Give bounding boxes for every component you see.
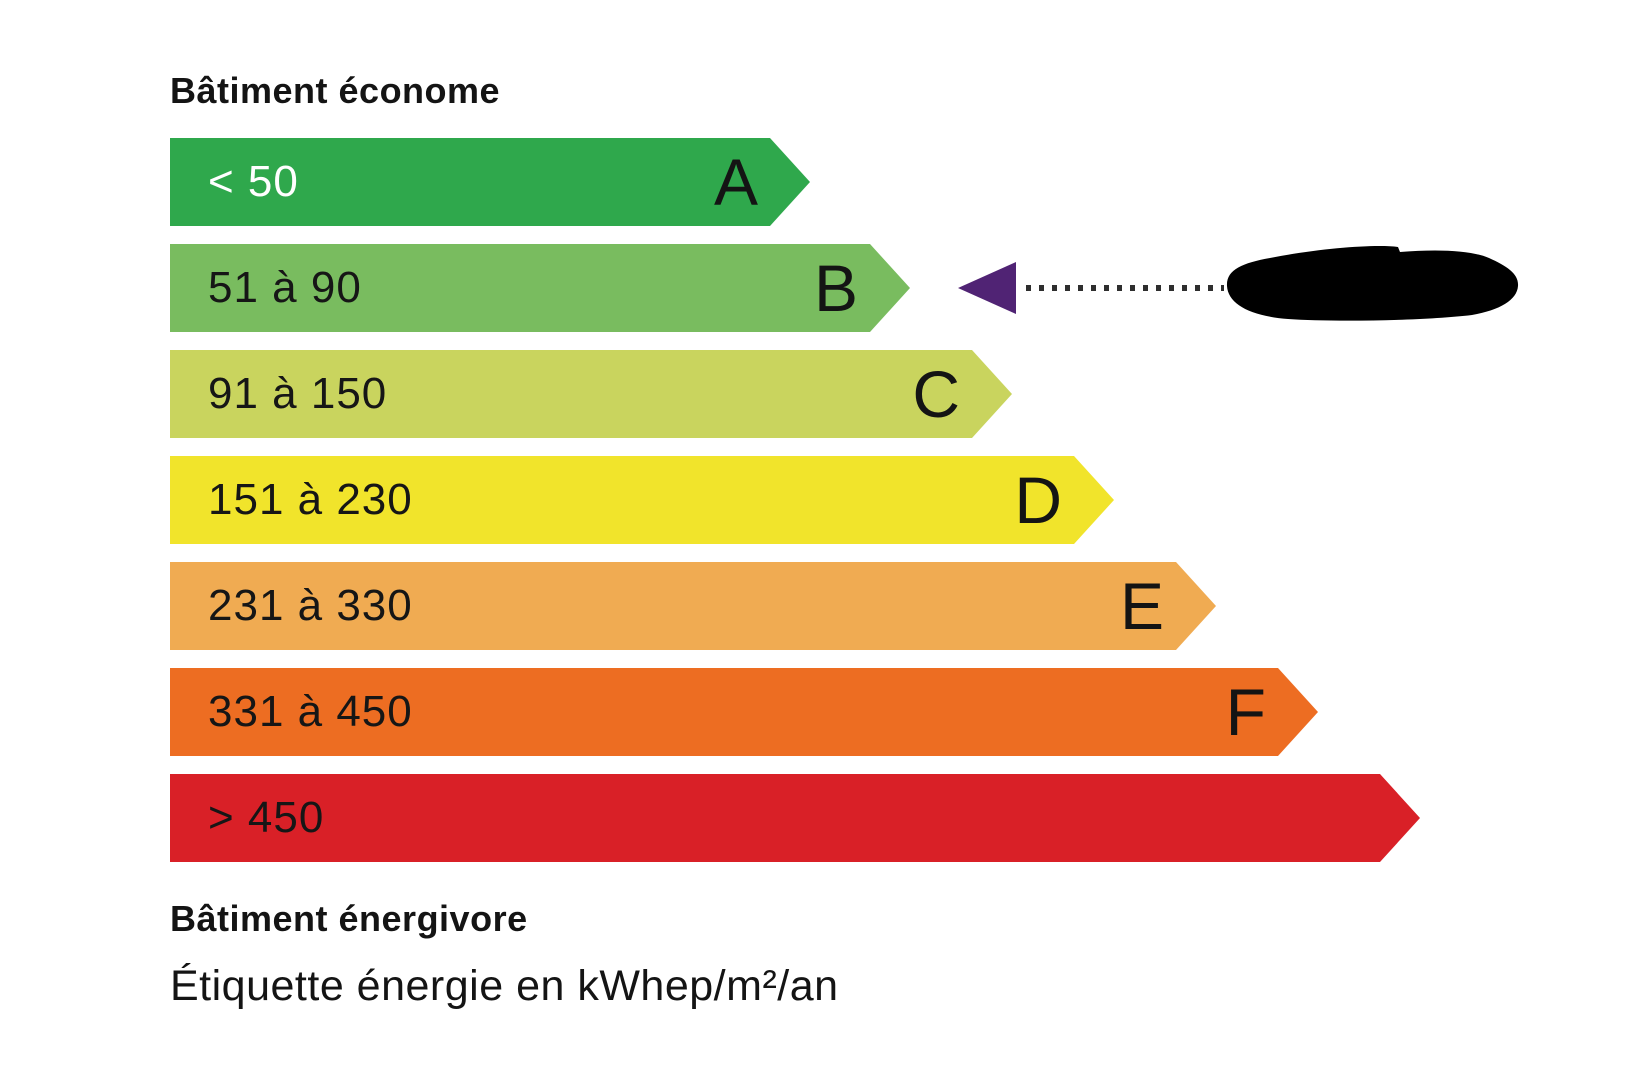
energy-range-label-c: 91 à 150 — [208, 369, 388, 418]
chart-caption: Étiquette énergie en kWhep/m²/an — [170, 962, 839, 1010]
energy-class-bar-d: 151 à 230 D — [170, 456, 1114, 544]
energy-range-label-d: 151 à 230 — [208, 475, 413, 524]
energy-class-bar-g: > 450 — [170, 774, 1420, 862]
current-class-arrow-icon — [958, 262, 1016, 314]
energy-class-bar-c: 91 à 150 C — [170, 350, 1012, 438]
energy-class-letter-d: D — [1014, 463, 1062, 537]
energy-class-bar-e: 231 à 330 E — [170, 562, 1216, 650]
dotted-connector-line — [1026, 285, 1224, 291]
energy-range-label-e: 231 à 330 — [208, 581, 413, 630]
energy-class-letter-e: E — [1119, 569, 1164, 643]
energy-class-bar-f: 331 à 450 F — [170, 668, 1318, 756]
energy-class-letter-f: F — [1225, 675, 1266, 749]
energy-class-bar-a: < 50 A — [170, 138, 810, 226]
energy-class-letter-b: B — [813, 251, 858, 325]
energy-range-label-a: < 50 — [208, 157, 299, 206]
energy-class-bar-b: 51 à 90 B — [170, 244, 910, 332]
energy-class-scale: < 50 A 51 à 90 B 91 à 150 C 151 à 230 D … — [170, 138, 1470, 862]
energy-class-letter-a: A — [713, 145, 758, 219]
energy-hungry-building-label: Bâtiment énergivore — [170, 898, 528, 939]
energy-range-label-f: 331 à 450 — [208, 687, 413, 736]
energy-range-label-g: > 450 — [208, 793, 325, 842]
energy-range-label-b: 51 à 90 — [208, 263, 362, 312]
redacted-value-blob — [1226, 246, 1519, 321]
energy-class-letter-c: C — [912, 357, 960, 431]
economical-building-label: Bâtiment économe — [170, 70, 501, 111]
